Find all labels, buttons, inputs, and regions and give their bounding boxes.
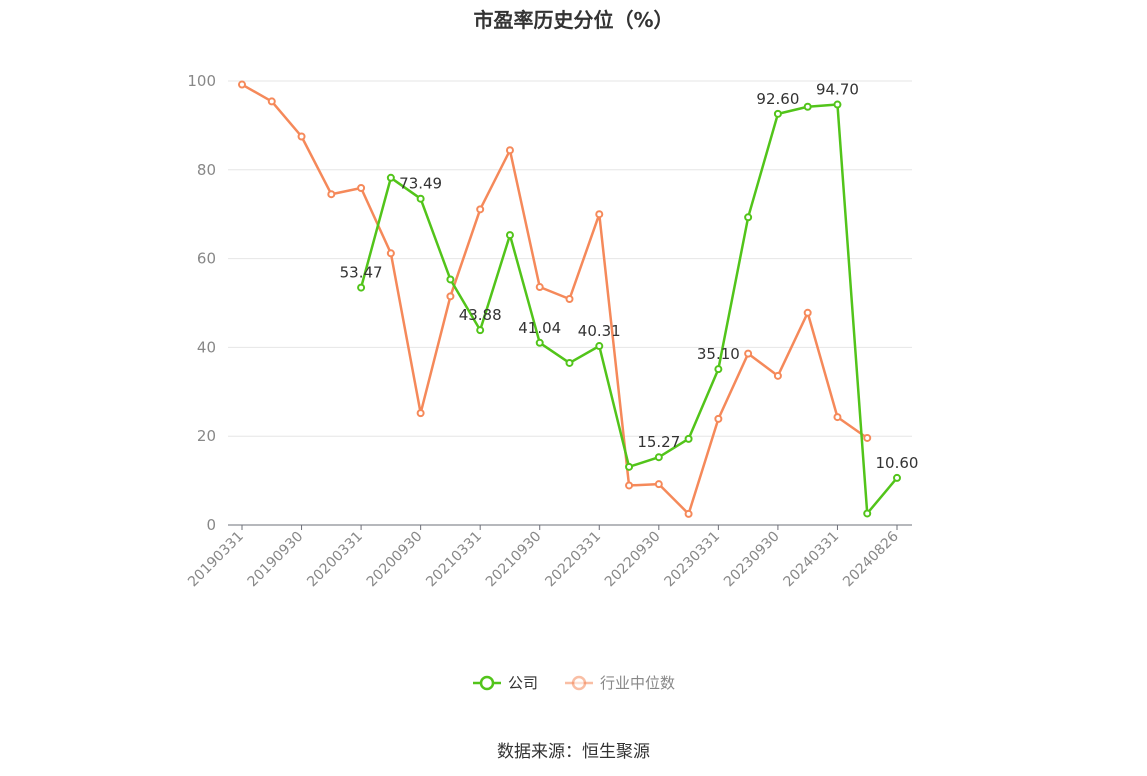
data-point [893,473,901,482]
data-point [744,349,753,358]
x-tick-label: 20200331 [304,529,366,591]
legend-swatch [472,675,501,690]
x-tick-label: 20240331 [781,529,843,591]
data-label: 10.60 [876,454,919,472]
data-point [714,414,723,423]
data-point [505,231,514,240]
data-point [357,184,366,193]
data-point [535,338,544,347]
data-label: 35.10 [697,345,740,363]
data-point [416,194,425,203]
data-label: 73.49 [399,175,442,193]
data-point [803,308,812,317]
data-point [625,481,634,490]
y-tick-label: 100 [187,72,216,90]
data-label: 40.31 [578,322,621,340]
x-tick-label: 20230930 [721,529,783,591]
y-tick-label: 40 [197,338,216,356]
data-point [476,326,485,335]
data-point [654,453,663,462]
x-tick-label: 20220930 [602,529,664,591]
data-point [833,100,842,109]
data-point [833,413,842,422]
x-tick-label: 20210930 [483,529,545,591]
y-tick-label: 60 [197,250,216,268]
x-tick-label: 20240826 [840,528,902,590]
series-line-company [359,103,898,515]
data-point [386,249,395,258]
data-point [357,283,366,292]
data-label: 53.47 [340,264,383,282]
series-group [238,80,901,518]
data-point [863,509,872,518]
data-point [505,146,514,155]
legend-swatch [565,675,593,690]
data-point [684,509,693,518]
x-axis: 2019033120190930202003312020093020210331… [185,524,912,591]
y-tick-label: 80 [197,161,216,179]
data-point [297,132,306,141]
x-tick-label: 20190930 [245,529,307,591]
x-tick-label: 20230331 [661,529,723,591]
data-point [535,283,544,292]
y-tick-label: 0 [206,516,216,534]
data-point [565,358,574,367]
data-point [327,190,336,199]
data-label: 92.60 [756,90,799,108]
data-point [595,210,604,219]
series-line-industry-median [241,83,868,516]
data-point [446,292,455,301]
y-axis: 0 20 40 60 80 100 [187,72,216,534]
data-point [863,433,872,442]
x-tick-label: 20210331 [423,529,485,591]
data-point [654,480,663,489]
data-label: 41.04 [518,319,561,337]
x-tick-label: 20190331 [185,529,247,591]
legend-item-industry-median[interactable]: 行业中位数 [564,672,675,693]
data-point [267,97,276,106]
legend-label: 公司 [507,674,538,692]
data-point [714,365,723,374]
legend-label: 行业中位数 [600,674,676,692]
data-point [476,205,485,214]
data-point [595,342,604,351]
source-note: 数据来源：恒生聚源 [497,742,650,762]
legend-item-company[interactable]: 公司 [472,672,538,693]
data-point [238,80,246,89]
data-labels: 53.47 73.49 43.88 41.04 40.31 15.27 35.10 92.60… [340,81,919,472]
data-point [625,462,634,471]
gridlines [228,80,912,437]
data-point [565,295,574,304]
data-point [773,371,782,380]
x-tick-label: 20220331 [542,529,604,591]
data-label: 94.70 [816,81,859,99]
x-tick-label: 20200930 [364,529,426,591]
legend: 公司 行业中位数 [0,672,1147,693]
data-point [803,102,812,111]
data-label: 43.88 [459,306,502,324]
data-point [684,434,693,443]
data-point [386,173,395,182]
chart-title: 市盈率历史分位（%） [473,8,674,32]
data-point [744,213,753,222]
y-tick-label: 20 [197,427,216,445]
data-point [773,109,782,118]
data-point [446,275,455,284]
data-point [416,409,425,418]
data-label: 15.27 [637,433,680,451]
